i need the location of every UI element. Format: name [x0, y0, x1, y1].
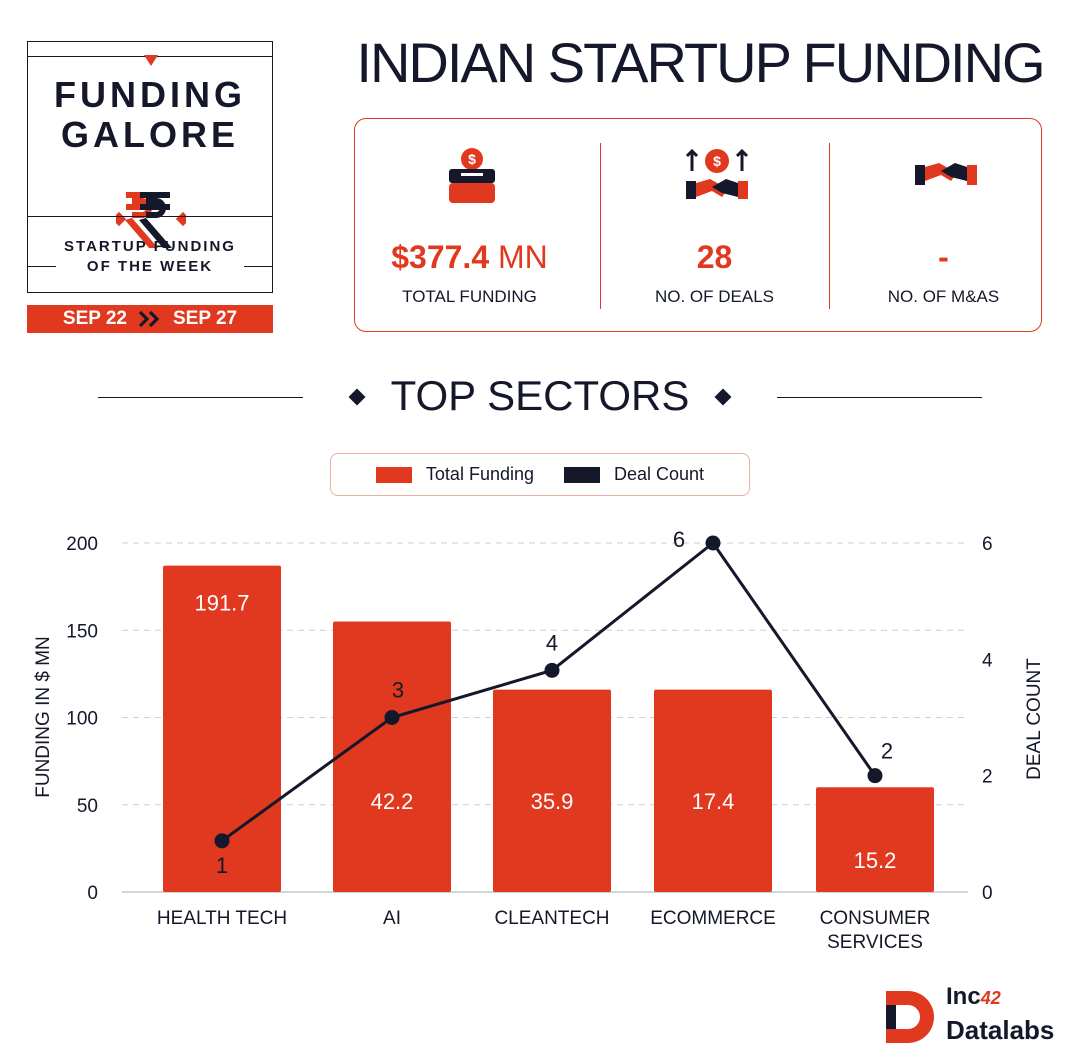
- y-tick-label: 200: [66, 534, 98, 555]
- badge-title-line2: GALORE: [60, 114, 239, 155]
- legend-item-deals: Deal Count: [564, 464, 704, 485]
- funding-galore-badge: FUNDING GALORE STARTUP FUNDING OF THE WE…: [27, 41, 273, 293]
- bar: [493, 689, 611, 892]
- svg-text:$: $: [468, 151, 476, 167]
- y-tick-label: 150: [66, 621, 98, 642]
- x-tick-label: HEALTH TECH: [157, 908, 287, 929]
- logo-inc: Inc: [946, 983, 981, 1010]
- stat-label: TOTAL FUNDING: [402, 287, 537, 306]
- legend-swatch: [375, 466, 412, 483]
- deal-count-point: [705, 535, 721, 551]
- badge-notch-icon: [144, 55, 158, 66]
- y-tick-label: 100: [66, 709, 98, 730]
- stat-label: NO. OF DEALS: [654, 287, 775, 306]
- handshake-icon: [915, 163, 977, 185]
- bar-value-label: 42.2: [371, 789, 414, 814]
- x-tick-label: SERVICES: [827, 932, 923, 953]
- stat-value: $377.4: [391, 239, 490, 275]
- y2-tick-label: 6: [982, 534, 993, 555]
- stat-label: NO. OF M&AS: [887, 287, 1000, 306]
- deal-count-point: [384, 710, 400, 725]
- stat-total-funding: $ $377.4 MN TOTAL FUNDING: [355, 119, 584, 333]
- y2-tick-label: 4: [982, 650, 993, 671]
- date-start: SEP 22: [62, 308, 127, 329]
- badge-title-line1: FUNDING: [54, 74, 246, 115]
- logo-42: 42: [980, 988, 1001, 1008]
- legend-label: Deal Count: [614, 464, 705, 484]
- x-tick-label: AI: [383, 908, 401, 929]
- stat-deals: $ 28 NO. OF DEALS: [600, 119, 829, 333]
- money-box-icon: $: [449, 148, 495, 203]
- bar: [816, 787, 934, 892]
- stat-value: -: [938, 239, 949, 275]
- deal-count-label: 4: [546, 630, 558, 655]
- y-axis-label: FUNDING IN $ MN: [33, 636, 54, 798]
- y-tick-label: 50: [77, 796, 98, 817]
- badge-sub-rule-right: [244, 266, 272, 267]
- bar: [333, 621, 451, 892]
- diamond-icon: [348, 388, 366, 406]
- logo-line2: Datalabs: [946, 1015, 1055, 1045]
- deal-count-point: [544, 662, 560, 678]
- svg-text:$: $: [713, 153, 721, 169]
- deal-count-label: 6: [673, 527, 685, 552]
- bar: [654, 689, 772, 892]
- y2-tick-label: 2: [982, 767, 993, 788]
- date-range-bar: SEP 22 SEP 27: [27, 305, 273, 333]
- y2-tick-label: 0: [982, 883, 993, 904]
- datalabs-logo-icon: [886, 991, 934, 1043]
- section-title: TOP SECTORS: [390, 372, 690, 419]
- bar: [163, 565, 281, 892]
- legend-item-funding: Total Funding: [375, 464, 534, 485]
- stats-divider: [829, 143, 830, 309]
- bar-value-label: 15.2: [854, 848, 897, 873]
- deal-count-point: [867, 768, 883, 784]
- y2-axis-label: DEAL COUNT: [1024, 658, 1045, 780]
- deal-count-label: 1: [216, 853, 228, 878]
- inc42-datalabs-logo: Inc42 Datalabs: [884, 983, 1064, 1049]
- legend-swatch: [564, 466, 600, 483]
- sectors-combo-chart: 0 50 100 150 200 0 2 4 6 FUNDING IN $ MN DEAL COUN…: [33, 527, 1045, 953]
- double-chevron-icon: [139, 311, 160, 327]
- deal-count-point: [214, 833, 230, 849]
- page-title: INDIAN STARTUP FUNDING: [356, 31, 1045, 94]
- y-tick-label: 0: [87, 883, 98, 904]
- chart-legend: Total Funding Deal Count: [330, 453, 750, 496]
- badge-subtitle-line1: STARTUP FUNDING: [64, 238, 236, 255]
- bar-value-label: 35.9: [531, 789, 574, 814]
- bar-value-label: 17.4: [692, 789, 735, 814]
- stat-value: 28: [696, 239, 733, 275]
- x-tick-label: ECOMMERCE: [650, 908, 776, 929]
- rupee-symbol-icon: [116, 192, 186, 248]
- legend-label: Total Funding: [425, 464, 534, 484]
- x-tick-label: CONSUMER: [820, 908, 931, 929]
- stats-divider: [600, 143, 601, 309]
- section-rule-left: [98, 397, 303, 398]
- stat-mergers: - NO. OF M&AS: [829, 119, 1058, 333]
- deal-count-label: 2: [881, 739, 893, 764]
- diamond-icon: [714, 388, 732, 406]
- handshake-coin-icon: $: [685, 148, 749, 199]
- x-tick-label: CLEANTECH: [494, 908, 609, 929]
- badge-mid-rule: [28, 216, 272, 217]
- stat-unit: MN: [489, 239, 548, 275]
- deal-count-label: 3: [392, 678, 404, 703]
- bar-value-label: 191.7: [194, 591, 249, 616]
- badge-sub-rule-left: [28, 266, 56, 267]
- date-end: SEP 27: [173, 308, 238, 329]
- logo-line1: Inc42: [946, 983, 1001, 1011]
- badge-subtitle-line2: OF THE WEEK: [86, 258, 214, 275]
- section-rule-right: [777, 397, 982, 398]
- stats-panel: $ $377.4 MN TOTAL FUNDING $ 28 NO. OF DE…: [354, 118, 1042, 332]
